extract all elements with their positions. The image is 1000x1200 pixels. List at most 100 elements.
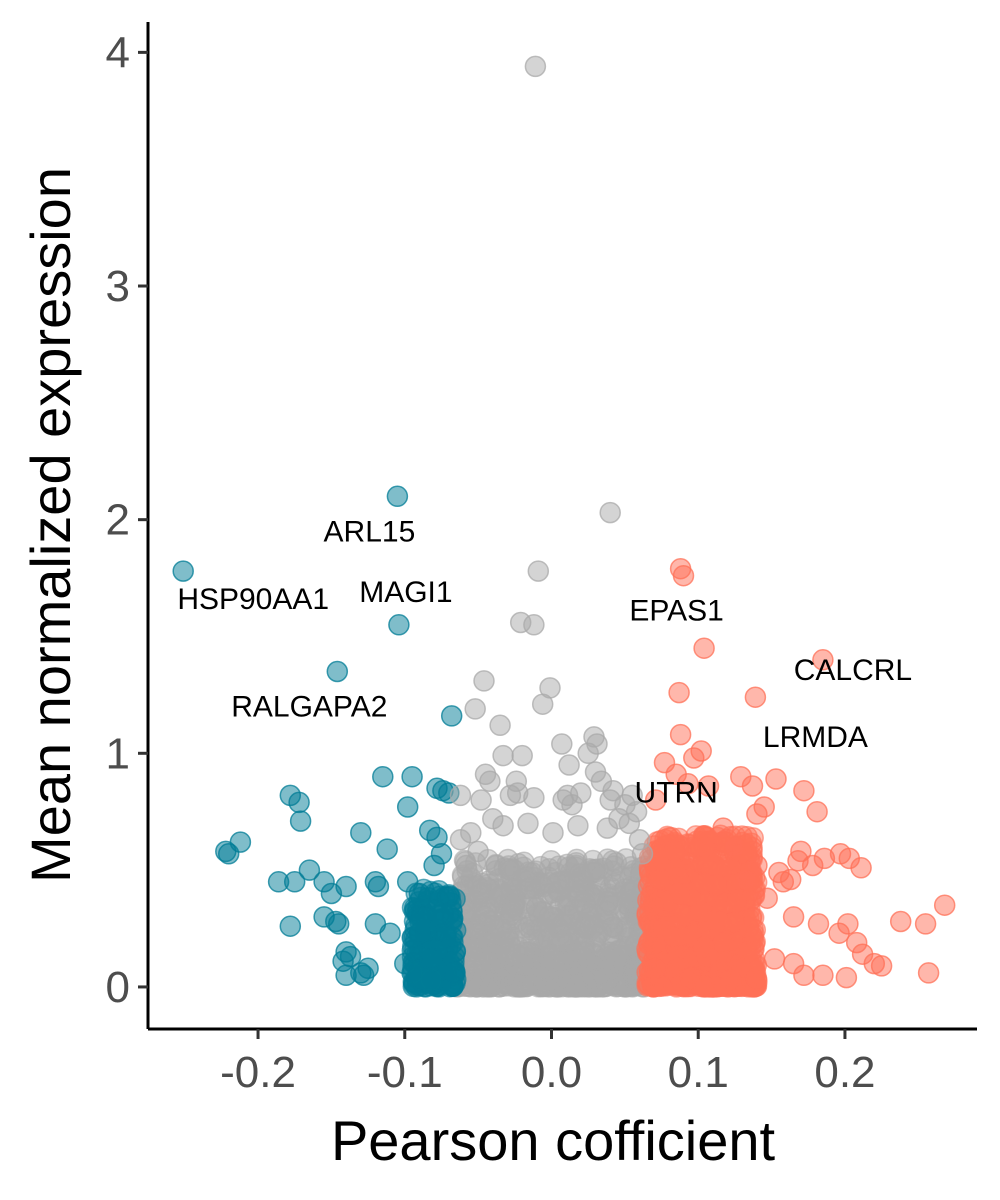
positive-cloud-point (745, 967, 768, 989)
negative-point (335, 875, 357, 898)
neutral-cloud-point (515, 975, 537, 998)
positive-cloud-point (693, 975, 716, 997)
neutral-cloud-point (482, 961, 505, 983)
positive-point (735, 868, 758, 891)
neutral-point (523, 614, 545, 636)
positive-cloud-point (663, 839, 686, 862)
positive-point (669, 723, 692, 746)
negative-point (289, 810, 312, 832)
neutral-cloud-point (493, 940, 516, 962)
negative-point (172, 560, 194, 582)
positive-point (850, 857, 872, 879)
neutral-cloud-point (518, 953, 540, 976)
positive-point (914, 913, 937, 935)
point-label: RALGAPA2 (231, 691, 387, 724)
neutral-cloud-point (614, 878, 636, 900)
neutral-point (470, 789, 492, 811)
neutral-point (558, 754, 580, 776)
positive-cloud-point (742, 906, 765, 929)
neutral-cloud-point (525, 897, 548, 919)
neutral-point (511, 744, 533, 767)
positive-point (672, 564, 695, 587)
positive-point (756, 887, 778, 909)
negative-point (423, 854, 445, 877)
y-axis-ticks: 0 1 2 3 4 (106, 28, 148, 1012)
negative-cloud-point (443, 961, 466, 984)
negative-point (267, 871, 290, 893)
neutral-cloud-point (605, 944, 628, 966)
y-tick-label: 4 (106, 28, 130, 77)
negative-point (367, 875, 390, 898)
neutral-cloud-point (519, 913, 542, 936)
negative-point (408, 882, 431, 905)
positive-cloud-point (663, 926, 686, 948)
positive-cloud-point (668, 882, 690, 905)
neutral-cloud-point (568, 871, 590, 893)
point-label: EPAS1 (629, 595, 724, 628)
neutral-cloud-point (602, 916, 624, 938)
positive-point (933, 894, 956, 916)
neutral-cloud-point (538, 905, 560, 927)
y-tick-label: 1 (106, 729, 130, 778)
positive-cloud-point (720, 969, 742, 992)
negative-point (440, 705, 463, 727)
positive-point (793, 779, 815, 802)
neutral-point (599, 501, 621, 524)
neutral-point (524, 55, 547, 78)
positive-point (917, 962, 940, 984)
x-axis-ticks: -0.2 -0.1 0.0 0.1 0.2 (220, 1029, 876, 1097)
neutral-cloud-point (537, 883, 559, 905)
positive-point (782, 906, 805, 928)
neutral-cloud-point (583, 861, 606, 884)
neutral-point (542, 821, 564, 844)
negative-cloud-point (432, 903, 454, 925)
neutral-point (489, 714, 511, 737)
positive-point (690, 740, 712, 762)
neutral-cloud-point (585, 976, 607, 998)
positive-cloud-point (712, 932, 735, 954)
neutral-cloud-point (474, 905, 496, 927)
neutral-cloud-point (535, 961, 558, 984)
x-tick-label: -0.2 (220, 1048, 296, 1097)
neutral-cloud-point (546, 957, 568, 979)
y-tick-label: 3 (106, 262, 130, 311)
negative-point (396, 796, 419, 818)
neutral-cloud-point (504, 969, 526, 992)
point-label: CALCRL (794, 654, 912, 687)
point-label: MAGI1 (359, 576, 452, 609)
neutral-point (499, 784, 522, 807)
point-label: HSP90AA1 (177, 583, 329, 616)
positive-point (724, 836, 746, 858)
point-label: LRMDA (763, 721, 868, 754)
x-axis-title: Pearson cofficient (331, 1109, 776, 1172)
neutral-cloud-point (541, 907, 563, 930)
neutral-point (523, 786, 545, 809)
x-tick-label: -0.1 (367, 1048, 443, 1097)
neutral-cloud-point (503, 895, 525, 917)
neutral-point (473, 670, 495, 692)
positive-point (779, 868, 802, 891)
neutral-cloud-point (513, 897, 536, 919)
neutral-point (567, 814, 589, 837)
neutral-point (551, 733, 573, 755)
negative-point (401, 765, 423, 788)
positive-point (741, 775, 764, 797)
positive-point (807, 913, 830, 935)
y-tick-label: 2 (106, 496, 130, 545)
positive-cloud-point (693, 835, 716, 858)
negative-point (379, 922, 401, 944)
positive-point (693, 637, 715, 659)
negative-point (372, 765, 394, 788)
neutral-cloud-point (600, 894, 622, 917)
neutral-point (631, 843, 654, 865)
neutral-point (464, 698, 486, 720)
positive-cloud-point (705, 874, 727, 896)
positive-cloud-point (690, 901, 712, 923)
negative-point (288, 791, 310, 814)
neutral-cloud-point (459, 940, 482, 962)
positive-point (812, 964, 834, 987)
neutral-point (596, 817, 619, 839)
neutral-cloud-point (569, 913, 592, 935)
neutral-cloud-point (557, 949, 579, 972)
